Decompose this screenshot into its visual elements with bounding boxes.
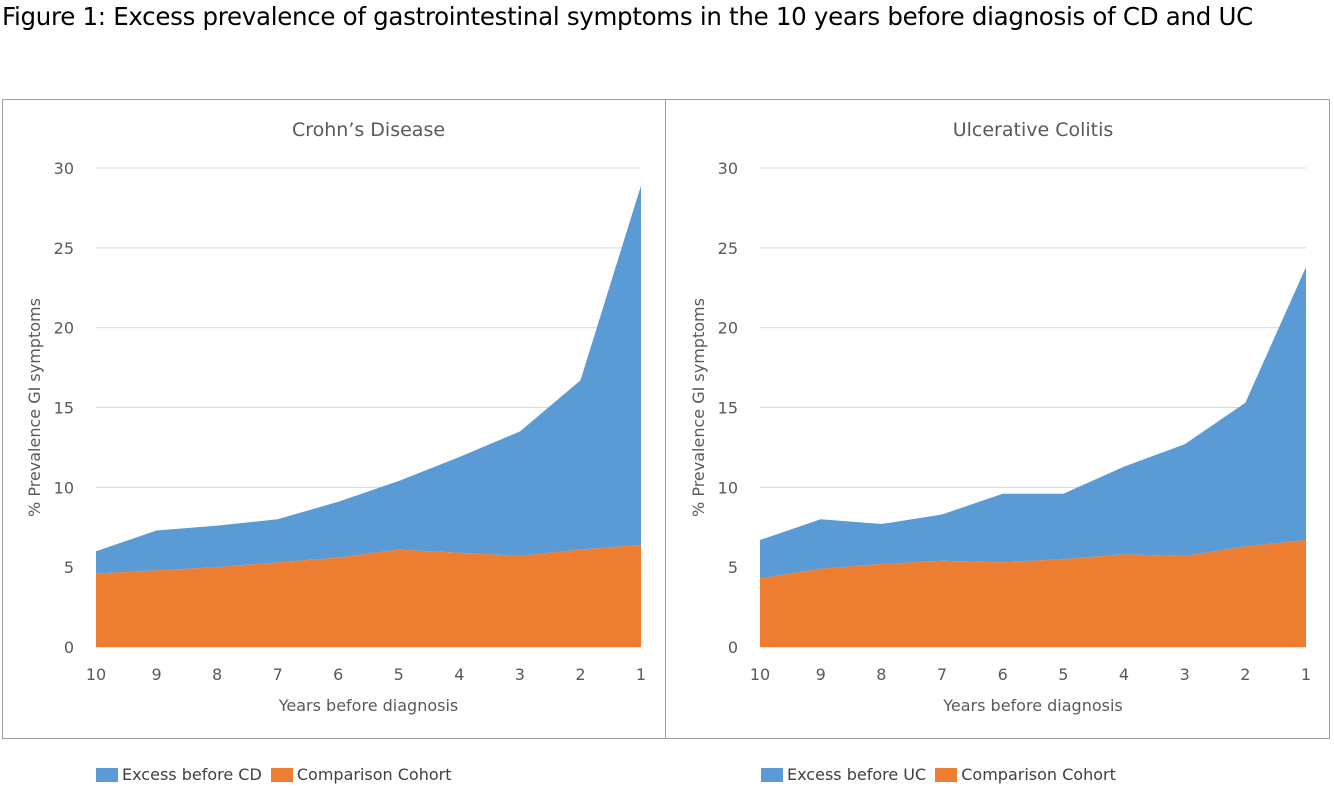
area-excess-cd — [96, 185, 641, 574]
x-axis-label-cd: Years before diagnosis — [278, 696, 458, 715]
legend-label-excess-cd: Excess before CD — [122, 765, 262, 784]
y-tick-label: 10 — [54, 478, 74, 497]
area-excess-uc — [760, 266, 1306, 579]
x-tick-label: 9 — [151, 665, 161, 684]
legend-item-comparison-cd: Comparison Cohort — [270, 765, 452, 784]
y-axis-label-cd: % Prevalence GI symptoms — [25, 298, 44, 517]
x-tick-label: 5 — [394, 665, 404, 684]
y-tick-label: 15 — [718, 399, 738, 418]
y-tick-label: 0 — [64, 638, 74, 657]
y-tick-label: 15 — [54, 399, 74, 418]
area-comparison-cd — [96, 544, 641, 647]
y-tick-label: 25 — [54, 239, 74, 258]
chart-title-uc: Ulcerative Colitis — [953, 119, 1114, 141]
legend-item-excess-cd: Excess before CD — [96, 765, 262, 784]
x-tick-label: 9 — [816, 665, 826, 684]
x-tick-label: 1 — [1301, 665, 1311, 684]
x-tick-label: 8 — [876, 665, 886, 684]
y-tick-label: 10 — [718, 478, 738, 497]
y-tick-label: 0 — [728, 638, 738, 657]
x-tick-label: 8 — [212, 665, 222, 684]
x-tick-label: 3 — [1180, 665, 1190, 684]
y-tick-label: 30 — [54, 159, 74, 178]
area-comparison-uc — [760, 540, 1306, 647]
y-tick-label: 20 — [54, 319, 74, 338]
legend-swatch-excess-uc — [761, 767, 783, 782]
y-tick-label: 25 — [718, 239, 738, 258]
x-axis-label-uc: Years before diagnosis — [942, 696, 1122, 715]
legend-label-comparison-uc: Comparison Cohort — [961, 765, 1116, 784]
legend-ulcerative-colitis: Excess before UC Comparison Cohort — [761, 765, 1120, 786]
legend-item-comparison-uc: Comparison Cohort — [935, 765, 1116, 784]
figure-title: Figure 1: Excess prevalence of gastroint… — [2, 2, 1253, 31]
x-tick-label: 4 — [454, 665, 464, 684]
legend-swatch-excess-cd — [96, 767, 118, 782]
legend-swatch-comparison-uc — [935, 767, 958, 782]
legend-item-excess-uc: Excess before UC — [761, 765, 926, 784]
panel-divider — [665, 99, 666, 739]
y-tick-label: 30 — [718, 159, 738, 178]
x-tick-label: 2 — [575, 665, 585, 684]
x-tick-label: 7 — [937, 665, 947, 684]
x-tick-label: 5 — [1058, 665, 1068, 684]
legend-crohns: Excess before CD Comparison Cohort — [96, 765, 455, 786]
x-tick-label: 7 — [273, 665, 283, 684]
chart-panel-frame — [2, 99, 1330, 739]
x-tick-label: 1 — [636, 665, 646, 684]
x-tick-label: 2 — [1240, 665, 1250, 684]
x-tick-label: 10 — [750, 665, 770, 684]
x-tick-label: 4 — [1119, 665, 1129, 684]
y-tick-label: 20 — [718, 319, 738, 338]
y-axis-label-uc: % Prevalence GI symptoms — [689, 298, 708, 517]
x-tick-label: 10 — [86, 665, 106, 684]
legend-label-comparison-cd: Comparison Cohort — [296, 765, 452, 784]
x-tick-label: 6 — [998, 665, 1008, 684]
y-tick-label: 5 — [728, 558, 738, 577]
y-tick-label: 5 — [64, 558, 74, 577]
x-tick-label: 3 — [515, 665, 525, 684]
legend-label-excess-uc: Excess before UC — [787, 765, 927, 784]
chart-title-cd: Crohn’s Disease — [292, 119, 445, 141]
legend-swatch-comparison-cd — [270, 767, 293, 782]
x-tick-label: 6 — [333, 665, 343, 684]
